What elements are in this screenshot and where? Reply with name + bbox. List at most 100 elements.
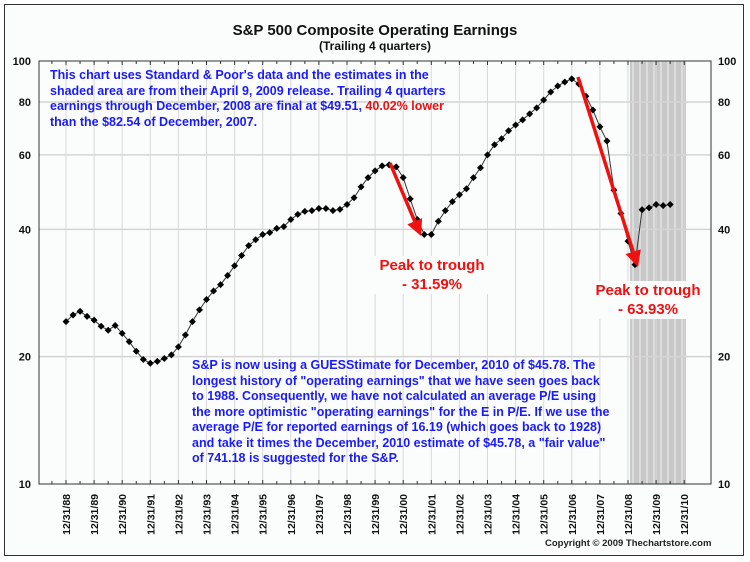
data-point bbox=[659, 202, 667, 210]
data-point bbox=[69, 311, 77, 319]
x-tick-label: 12/31/01 bbox=[426, 494, 438, 535]
data-point bbox=[350, 194, 358, 202]
data-point bbox=[399, 174, 407, 182]
data-point bbox=[371, 167, 379, 175]
x-tick-label: 12/31/06 bbox=[567, 494, 579, 535]
data-point bbox=[357, 183, 365, 191]
data-point bbox=[153, 357, 161, 365]
x-tick-label: 12/31/02 bbox=[454, 494, 466, 535]
data-point bbox=[252, 236, 260, 244]
data-point bbox=[76, 307, 84, 315]
data-point bbox=[406, 195, 414, 203]
data-point bbox=[645, 204, 653, 212]
top-note-highlight: 40.02% lower bbox=[365, 99, 444, 113]
data-point bbox=[448, 198, 456, 206]
arrow-2001-head bbox=[407, 218, 423, 236]
y-tick-label-left: 20 bbox=[19, 352, 31, 364]
arrow-2009-shaft bbox=[576, 76, 635, 253]
x-tick-label: 12/31/88 bbox=[61, 494, 73, 535]
x-tick-label: 12/31/00 bbox=[398, 494, 410, 535]
data-point bbox=[364, 174, 372, 182]
x-tick-label: 12/31/04 bbox=[511, 494, 523, 535]
data-point bbox=[596, 123, 604, 131]
peak-label-2009-line1: Peak to trough bbox=[595, 282, 701, 299]
data-point bbox=[195, 306, 203, 314]
y-tick-label-right: 100 bbox=[718, 56, 736, 68]
data-point bbox=[83, 312, 91, 320]
data-point bbox=[203, 296, 210, 304]
data-point bbox=[132, 347, 140, 355]
data-point bbox=[62, 318, 70, 326]
y-tick-label-left: 80 bbox=[19, 97, 31, 109]
data-point bbox=[287, 215, 295, 223]
data-point bbox=[104, 326, 112, 334]
x-tick-label: 12/31/10 bbox=[679, 494, 691, 535]
data-point bbox=[434, 217, 442, 225]
data-point bbox=[118, 329, 126, 337]
data-point bbox=[224, 272, 232, 280]
data-point bbox=[188, 318, 196, 326]
data-point bbox=[498, 135, 506, 143]
shaded-estimates-region bbox=[630, 61, 686, 484]
data-point bbox=[146, 359, 154, 367]
data-point bbox=[561, 78, 569, 86]
data-point bbox=[125, 338, 133, 346]
data-point bbox=[301, 207, 309, 215]
arrow-2009-head bbox=[625, 249, 641, 267]
data-point bbox=[427, 230, 435, 238]
data-point bbox=[245, 242, 253, 250]
data-point bbox=[603, 137, 611, 145]
x-tick-label: 12/31/95 bbox=[258, 494, 270, 535]
x-tick-label: 12/31/07 bbox=[595, 494, 607, 535]
data-point bbox=[294, 210, 302, 218]
peak-label-2001: Peak to trough - 31.59% bbox=[372, 256, 492, 294]
data-point bbox=[455, 191, 463, 199]
data-point bbox=[160, 355, 168, 363]
data-point bbox=[652, 200, 660, 208]
data-point bbox=[280, 223, 288, 231]
x-tick-label: 12/31/08 bbox=[623, 494, 635, 535]
data-point bbox=[526, 110, 534, 118]
data-point bbox=[589, 106, 597, 114]
x-tick-label: 12/31/94 bbox=[230, 494, 242, 535]
data-point bbox=[491, 141, 499, 149]
data-point bbox=[231, 262, 239, 270]
data-point bbox=[484, 151, 491, 159]
y-tick-label-left: 10 bbox=[19, 479, 31, 491]
x-tick-label: 12/31/05 bbox=[539, 494, 551, 535]
top-note-text-1: This chart uses Standard & Poor's data a… bbox=[50, 68, 446, 113]
data-point bbox=[519, 116, 527, 124]
data-point bbox=[90, 316, 98, 324]
data-point bbox=[638, 206, 646, 214]
data-point bbox=[666, 201, 674, 209]
peak-label-2001-value: - 31.59% bbox=[401, 276, 463, 293]
y-tick-label-right: 10 bbox=[718, 479, 730, 491]
x-tick-label: 12/31/96 bbox=[286, 494, 298, 535]
data-point bbox=[97, 322, 105, 330]
copyright: Copyright © 2009 Thechartstore.com bbox=[545, 538, 712, 549]
x-tick-label: 12/31/09 bbox=[651, 494, 663, 535]
data-point bbox=[568, 75, 576, 83]
x-tick-label: 12/31/03 bbox=[483, 494, 495, 535]
chart-subtitle: (Trailing 4 quarters) bbox=[318, 39, 432, 53]
y-tick-label-left: 60 bbox=[19, 150, 31, 162]
y-tick-label-left: 100 bbox=[13, 56, 31, 68]
data-point bbox=[554, 82, 562, 90]
data-point bbox=[329, 207, 337, 215]
y-tick-label-right: 80 bbox=[718, 97, 730, 109]
data-point bbox=[259, 230, 267, 238]
x-tick-label: 12/31/91 bbox=[145, 494, 157, 535]
x-tick-label: 12/31/92 bbox=[173, 494, 185, 535]
data-point bbox=[533, 104, 541, 112]
chart-title: S&P 500 Composite Operating Earnings bbox=[232, 22, 518, 39]
data-point bbox=[139, 355, 147, 363]
data-point bbox=[469, 174, 477, 182]
data-point bbox=[266, 229, 274, 237]
plot-border bbox=[38, 60, 712, 485]
data-point bbox=[111, 321, 119, 329]
bottom-note: S&P is now using a GUESStimate for Decem… bbox=[192, 358, 610, 465]
data-point bbox=[167, 351, 175, 359]
data-point bbox=[273, 224, 281, 232]
x-tick-label: 12/31/89 bbox=[89, 494, 101, 535]
